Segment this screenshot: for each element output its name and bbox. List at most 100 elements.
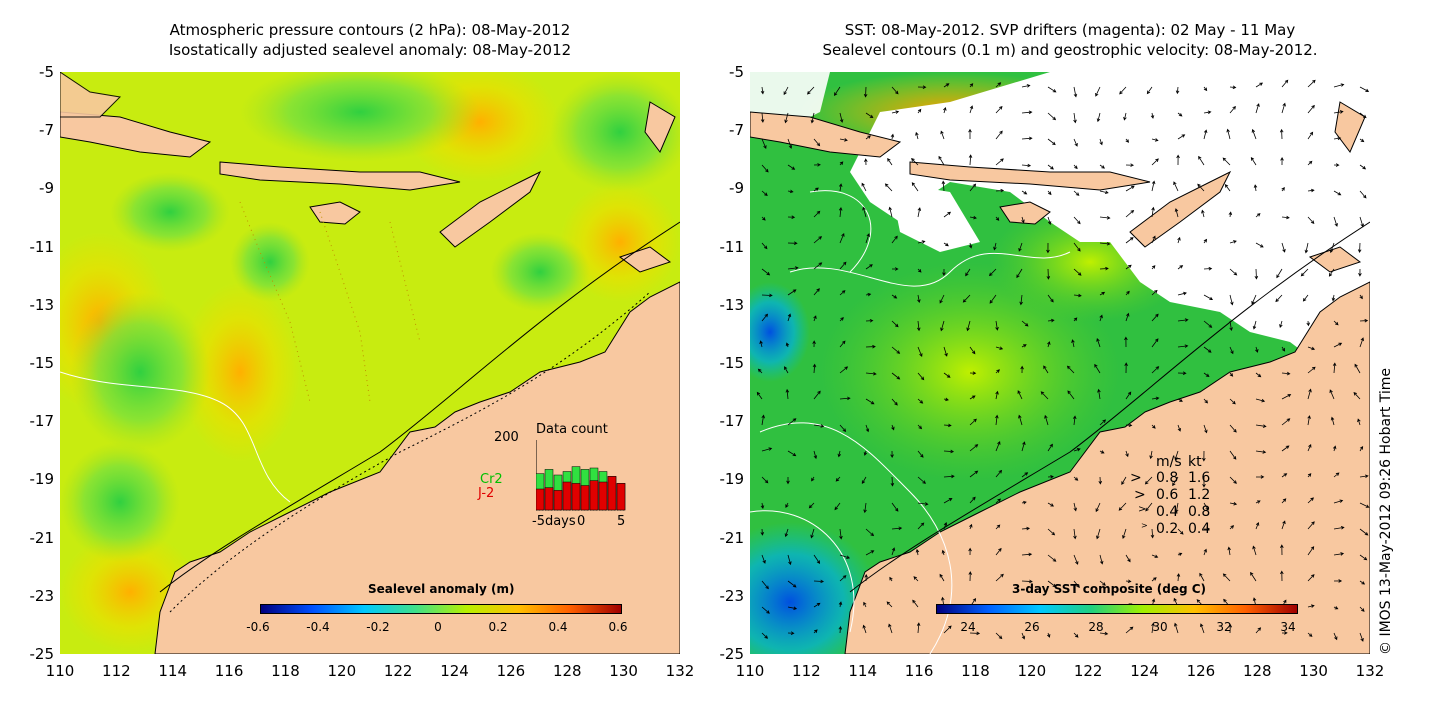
- right-ytick-7: -19: [719, 470, 745, 489]
- velocity-arrow: [813, 262, 823, 270]
- left-xtick-5: 120: [327, 662, 357, 680]
- velocity-arrow: [760, 502, 765, 510]
- velocity-arrow: [915, 131, 919, 140]
- velocity-arrow: [917, 424, 923, 430]
- speed-row-1-ms: 0.6: [1156, 487, 1179, 503]
- velocity-arrow: [995, 547, 1002, 556]
- velocity-arrow: [888, 623, 893, 634]
- right-ytick-9: -23: [719, 586, 745, 605]
- velocity-arrow: [1307, 632, 1313, 637]
- velocity-arrow: [1021, 320, 1029, 327]
- inset-bar-red: [589, 480, 599, 511]
- velocity-arrow: [1229, 294, 1234, 306]
- velocity-arrow: [968, 547, 972, 556]
- velocity-arrow: [1359, 112, 1367, 119]
- velocity-arrow: [891, 398, 898, 406]
- velocity-arrow: [1043, 365, 1049, 374]
- velocity-arrow: [813, 602, 821, 608]
- velocity-arrow: [1177, 236, 1181, 244]
- velocity-arrow: [1021, 190, 1028, 195]
- left-cbar-tick-0: -0.6: [246, 620, 270, 634]
- velocity-arrow: [1333, 526, 1345, 530]
- right-xtick-10: 130: [1299, 662, 1328, 680]
- velocity-arrow: [1203, 320, 1213, 328]
- velocity-arrow: [865, 550, 875, 556]
- velocity-arrow: [1046, 632, 1051, 638]
- velocity-arrow: [813, 210, 821, 218]
- speed-arrow-icon: >: [1141, 521, 1148, 530]
- velocity-arrow: [1255, 627, 1262, 634]
- velocity-arrow: [1197, 183, 1205, 192]
- velocity-arrow: [1229, 346, 1234, 355]
- velocity-arrow: [1229, 85, 1237, 90]
- velocity-arrow: [787, 266, 799, 270]
- velocity-arrow: [862, 624, 867, 634]
- velocity-arrow: [1281, 215, 1290, 220]
- velocity-arrow: [995, 130, 1003, 140]
- velocity-arrow: [1073, 293, 1082, 298]
- velocity-arrow: [1302, 294, 1309, 302]
- velocity-arrow: [1151, 138, 1159, 142]
- velocity-arrow: [943, 498, 953, 504]
- velocity-arrow: [1203, 527, 1211, 531]
- velocity-arrow: [1255, 346, 1259, 353]
- velocity-arrow: [1255, 450, 1267, 454]
- right-title-line1: SST: 08-May-2012. SVP drifters (magenta)…: [844, 21, 1296, 39]
- velocity-arrow: [1073, 632, 1079, 638]
- velocity-arrow: [989, 294, 997, 304]
- velocity-arrow: [1251, 128, 1257, 140]
- velocity-arrow: [1333, 552, 1345, 556]
- velocity-arrow: [969, 105, 974, 114]
- velocity-arrow: [1255, 521, 1260, 530]
- velocity-arrow: [865, 528, 875, 537]
- velocity-arrow: [1229, 320, 1233, 332]
- velocity-arrow: [969, 395, 976, 400]
- velocity-arrow: [839, 424, 847, 432]
- velocity-arrow: [1123, 112, 1127, 121]
- velocity-arrow: [1177, 552, 1183, 556]
- velocity-arrow: [1071, 339, 1075, 348]
- velocity-arrow: [995, 320, 999, 331]
- velocity-arrow: [1099, 190, 1109, 195]
- velocity-arrow: [810, 528, 815, 539]
- velocity-arrow: [785, 342, 790, 348]
- velocity-arrow: [969, 371, 977, 375]
- velocity-arrow: [834, 86, 841, 97]
- velocity-arrow: [1203, 346, 1212, 353]
- velocity-arrow: [1307, 79, 1316, 88]
- velocity-arrow: [787, 241, 798, 245]
- velocity-arrow: [1125, 264, 1132, 270]
- velocity-arrow: [1329, 389, 1335, 400]
- velocity-arrow: [1307, 388, 1312, 400]
- velocity-arrow: [969, 496, 976, 504]
- velocity-arrow: [993, 242, 997, 251]
- velocity-arrow: [1099, 450, 1105, 454]
- velocity-arrow: [1119, 86, 1127, 95]
- velocity-arrow: [1307, 366, 1316, 374]
- velocity-arrow: [1307, 604, 1315, 608]
- velocity-arrow: [1275, 294, 1283, 303]
- left-title-line1: Atmospheric pressure contours (2 hPa): 0…: [169, 21, 571, 39]
- credit-text: © IMOS 13-May-2012 09:26 Hobart Time: [1378, 367, 1394, 655]
- data-count-inset: Data count 200 Cr2 J-2 -5days 0 5: [478, 422, 640, 532]
- velocity-arrow: [1150, 528, 1155, 539]
- velocity-arrow: [1046, 242, 1050, 254]
- speed-row-0-ms: 0.8: [1156, 470, 1179, 486]
- velocity-arrow: [837, 450, 842, 458]
- velocity-arrow: [1353, 391, 1361, 400]
- velocity-arrow: [1281, 498, 1287, 504]
- velocity-arrow: [1333, 606, 1339, 610]
- velocity-arrow: [1203, 110, 1212, 115]
- velocity-arrow: [787, 138, 793, 149]
- velocity-arrow: [942, 268, 946, 277]
- velocity-arrow: [839, 138, 848, 142]
- velocity-arrow: [1359, 632, 1364, 642]
- velocity-arrow: [811, 476, 815, 482]
- velocity-arrow: [940, 130, 945, 140]
- velocity-arrow: [1125, 290, 1130, 296]
- velocity-arrow: [761, 138, 767, 149]
- velocity-arrow: [1021, 500, 1027, 505]
- right-xtick-8: 126: [1186, 662, 1216, 680]
- inset-bar-red: [598, 481, 608, 511]
- right-ytick-3: -11: [719, 237, 745, 256]
